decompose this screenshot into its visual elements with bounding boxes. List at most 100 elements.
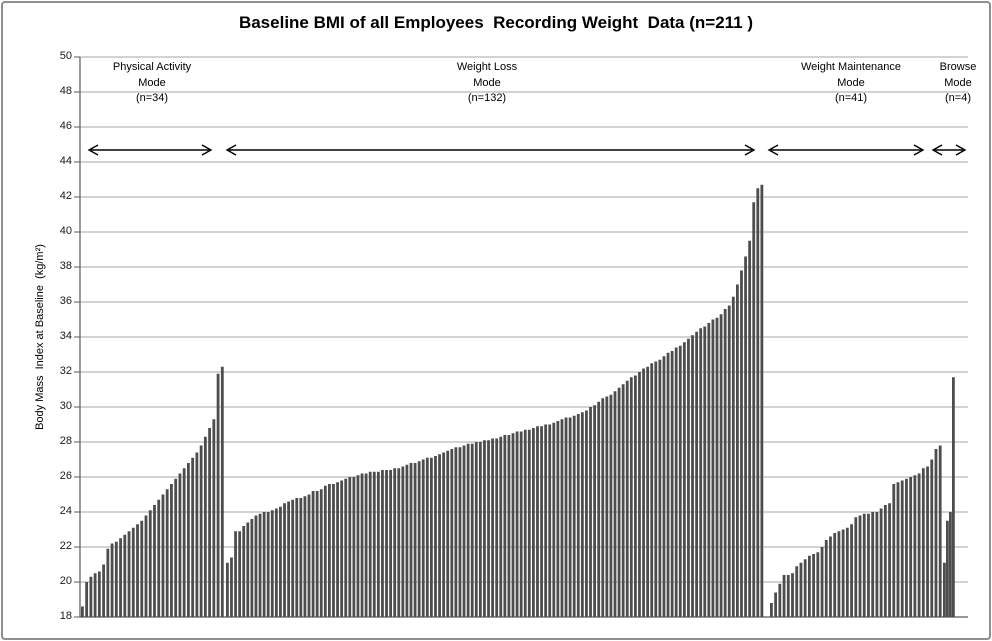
bar (93, 573, 97, 617)
bar (299, 498, 303, 617)
bar (934, 449, 938, 617)
bar (438, 454, 441, 617)
bar (495, 438, 499, 617)
bar (195, 452, 199, 617)
bar (450, 449, 454, 617)
bar (385, 470, 388, 617)
bar (875, 512, 879, 617)
bar (372, 471, 376, 617)
arrow-head-right (913, 144, 925, 156)
bar (782, 575, 786, 617)
bar (291, 499, 295, 617)
bar (153, 505, 156, 617)
bar (707, 323, 711, 617)
arrow-head-left (225, 144, 237, 156)
bar (470, 443, 474, 617)
bar (564, 417, 568, 617)
bar (576, 414, 580, 617)
bar (364, 473, 368, 617)
bar (845, 527, 849, 617)
bar (917, 473, 921, 617)
bar (760, 184, 764, 617)
bar (425, 457, 429, 617)
bar (478, 442, 482, 617)
bar (691, 335, 694, 617)
bar (820, 547, 824, 617)
bar (770, 603, 773, 617)
group-label-browse: Browse Mode (n=4) (918, 60, 992, 107)
bar (921, 468, 925, 617)
bar (744, 256, 747, 617)
bar (102, 564, 105, 617)
group-name: Weight Maintenance (800, 61, 902, 73)
group-mode-word: Mode (138, 76, 166, 89)
bar (824, 540, 828, 617)
arrow-head-right (955, 144, 967, 156)
bar (909, 477, 913, 617)
bar (930, 459, 934, 617)
bar (949, 512, 952, 617)
bar (85, 582, 89, 617)
bar (315, 491, 319, 617)
bar (234, 531, 237, 617)
bar (646, 366, 650, 617)
bar (283, 503, 286, 617)
bar (816, 552, 820, 617)
bar (548, 424, 552, 617)
group-mode-word: Mode (837, 76, 865, 89)
bar (719, 314, 723, 617)
bar (182, 468, 186, 617)
bar (871, 512, 875, 617)
bar (786, 575, 790, 617)
y-tick-label: 18 (59, 610, 72, 622)
bar (199, 445, 203, 617)
bar (799, 562, 803, 617)
bar (879, 508, 883, 617)
bar (752, 202, 756, 617)
y-tick-label: 38 (59, 260, 72, 272)
bar (462, 445, 466, 617)
bar (532, 428, 535, 617)
bar (279, 506, 282, 617)
bar (605, 396, 609, 617)
bar (926, 466, 929, 617)
bar (946, 520, 949, 617)
y-tick-label: 48 (59, 85, 72, 97)
bar (900, 480, 904, 617)
bar (503, 435, 507, 617)
bar (740, 270, 743, 617)
bar (568, 417, 572, 617)
bar (678, 345, 682, 617)
group-label-weight-maintenance: Weight Maintenance Mode (n=41) (756, 60, 946, 107)
bar (536, 426, 539, 617)
bar (157, 499, 161, 617)
bar (421, 459, 425, 617)
y-tick-label: 36 (59, 295, 72, 307)
bar (208, 428, 211, 617)
y-tick-label: 40 (59, 225, 72, 237)
bar (658, 359, 662, 617)
bar (552, 422, 556, 617)
bar (703, 326, 707, 617)
bar (625, 380, 629, 617)
bar (634, 375, 637, 617)
bar (829, 536, 832, 617)
bar (544, 424, 548, 617)
bar (711, 319, 715, 617)
bar (572, 415, 576, 617)
bar (442, 452, 446, 617)
bar (216, 373, 220, 617)
bar (381, 470, 384, 617)
bar (474, 442, 478, 617)
group-n: (n=41) (834, 92, 868, 104)
group-n: (n=132) (467, 92, 507, 104)
bar (191, 457, 195, 617)
y-tick-label: 28 (59, 435, 72, 447)
group-name: Weight Loss (456, 61, 518, 73)
group-label-physical-activity: Physical Activity Mode (n=34) (67, 60, 237, 107)
y-tick-label: 32 (59, 365, 72, 377)
bar (319, 489, 323, 617)
bar (807, 555, 811, 617)
bar (642, 368, 645, 617)
